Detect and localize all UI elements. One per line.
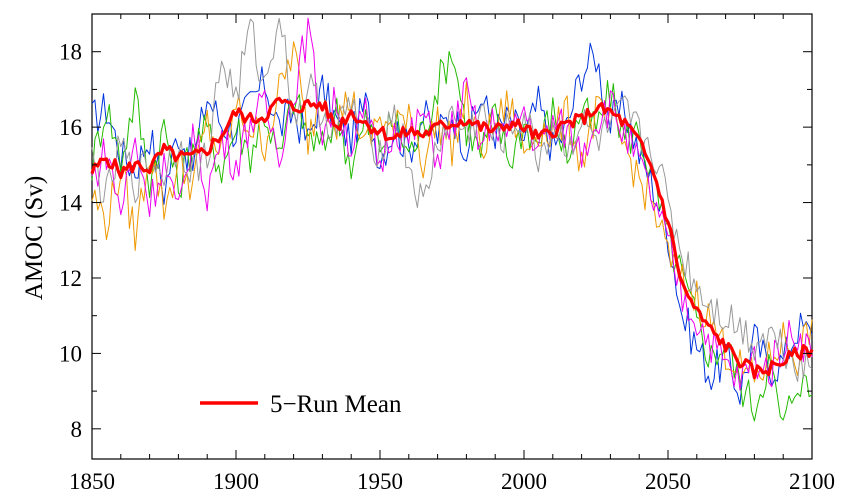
x-tick-label: 1850: [69, 469, 115, 494]
x-tick-label: 2000: [501, 469, 547, 494]
run-line-5: [91, 17, 813, 382]
y-tick-label: 14: [59, 191, 83, 216]
mean-line: [90, 96, 814, 380]
x-tick-label: 1900: [213, 469, 259, 494]
x-tick-label: 2050: [645, 469, 691, 494]
plot-frame: [91, 13, 813, 460]
run-line-4: [91, 17, 813, 391]
legend-label-mean: 5−Run Mean: [270, 391, 402, 418]
y-axis: 8 10 12 14 16 18: [59, 40, 812, 442]
plot-area: [90, 13, 814, 460]
x-tick-label: 1950: [357, 469, 403, 494]
x-axis: 1850 1900 1950 2000 2050 2100: [69, 14, 835, 494]
y-tick-label: 10: [59, 341, 82, 366]
mean-series: [90, 96, 814, 380]
legend: 5−Run Mean: [200, 391, 402, 418]
ensemble-runs: [91, 17, 813, 422]
y-axis-title: AMOC (Sv): [21, 176, 48, 300]
run-line-1: [91, 42, 813, 405]
x-tick-label: 2100: [789, 469, 835, 494]
y-tick-label: 8: [71, 417, 83, 442]
y-tick-label: 16: [59, 115, 82, 140]
y-tick-label: 18: [59, 40, 82, 65]
y-tick-label: 12: [59, 266, 82, 291]
